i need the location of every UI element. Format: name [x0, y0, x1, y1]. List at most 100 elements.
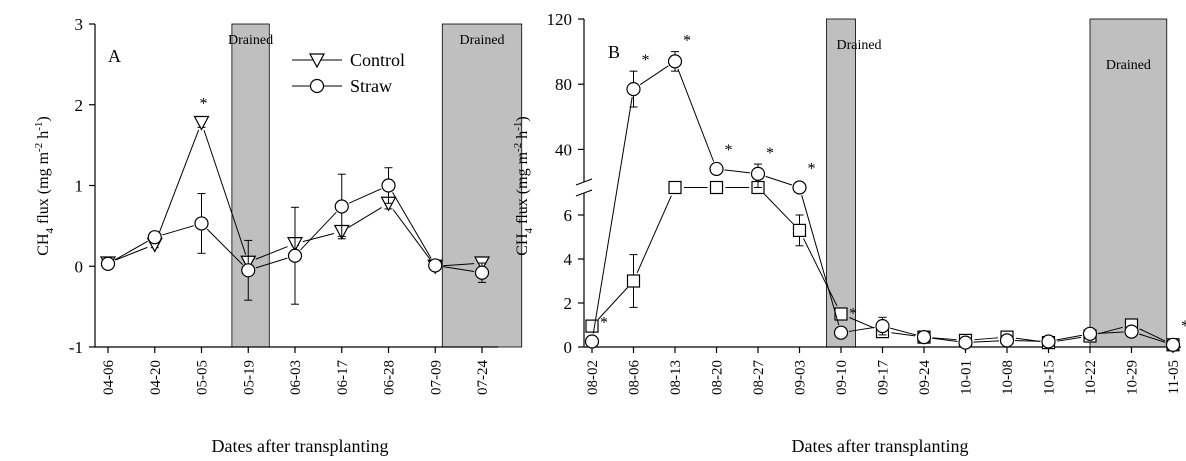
data-point — [750, 166, 766, 181]
series-line-segment — [1138, 333, 1166, 343]
series-line-segment — [765, 175, 793, 186]
x-tick-label: 08-20 — [710, 360, 726, 395]
significance-asterisk: * — [808, 161, 816, 178]
y-tick-label: 0 — [75, 257, 84, 276]
data-point — [428, 258, 443, 273]
data-point — [381, 178, 396, 193]
series-line-segment — [636, 195, 672, 273]
series-line-segment — [932, 337, 957, 341]
x-tick-label: 07-09 — [428, 360, 444, 395]
drained-band — [826, 18, 856, 348]
x-tick-label: 09-17 — [876, 360, 892, 395]
x-tick-label: 06-03 — [288, 360, 304, 395]
series-line-segment — [114, 240, 149, 261]
series-line-segment — [157, 129, 200, 238]
data-point — [194, 216, 209, 231]
x-tick-label: 11-05 — [1166, 360, 1182, 394]
series-line-segment — [162, 225, 194, 236]
data-point — [875, 319, 890, 334]
series-line-segment — [1139, 328, 1166, 342]
series-line-segment — [443, 266, 475, 272]
series-line-segment — [597, 287, 628, 320]
panel-b: Drained Drained 0 2 4 6 40 80 120 08-02 08-06 08-13… — [512, 10, 1186, 456]
x-tick-label: 06-17 — [335, 360, 351, 395]
series-line-segment — [801, 195, 840, 326]
data-point — [667, 54, 683, 69]
legend-marker — [309, 78, 325, 94]
y-tick-label: 2 — [75, 96, 84, 115]
drained-label: Drained — [836, 38, 881, 53]
series-line-segment — [677, 68, 715, 162]
significance-asterisk: * — [1181, 318, 1186, 335]
panel-a: Drained Drained -1 0 1 2 3 04-06 04-20 05-05 05-19… — [33, 15, 523, 456]
series-line-segment — [849, 317, 875, 329]
data-point — [474, 265, 490, 280]
panel-label: A — [108, 46, 121, 66]
x-tick-label: 05-19 — [241, 360, 257, 395]
data-point — [585, 319, 599, 333]
x-tick-label: 04-06 — [101, 360, 117, 395]
data-point — [999, 333, 1015, 348]
drained-label: Drained — [1106, 58, 1151, 73]
x-axis-label: Dates after transplanting — [792, 436, 969, 456]
series-line-segment — [931, 337, 958, 343]
series-line-segment — [639, 65, 669, 86]
significance-asterisk: * — [766, 145, 774, 162]
data-point — [916, 330, 932, 345]
significance-asterisk: * — [849, 306, 857, 323]
series-line-segment — [302, 233, 335, 243]
data-point — [584, 334, 600, 349]
data-point — [1082, 326, 1098, 341]
data-point — [626, 81, 641, 97]
x-tick-label: 08-27 — [751, 360, 767, 395]
data-point — [147, 230, 162, 245]
y-tick-label: 4 — [564, 250, 573, 269]
y-axis-label: CH4 flux (mg m-2 h-1) — [33, 116, 56, 255]
series-line-segment — [392, 209, 431, 261]
data-point — [709, 180, 724, 195]
series-line-segment — [300, 211, 337, 251]
drained-label: Drained — [228, 33, 273, 48]
x-tick-label: 10-15 — [1042, 360, 1058, 395]
data-point — [792, 180, 807, 195]
y-tick-label: 40 — [555, 140, 572, 159]
series-line-segment — [1056, 334, 1083, 341]
x-tick-label: 08-02 — [585, 360, 601, 395]
series-line-segment — [890, 327, 917, 336]
data-point — [709, 161, 724, 177]
axis-break-mark — [575, 189, 593, 197]
y-tick-label: 3 — [75, 15, 84, 34]
legend: Control Straw — [292, 50, 405, 96]
series-line-segment — [973, 340, 1000, 343]
x-tick-label: 09-24 — [917, 360, 933, 395]
series-line-segment — [803, 238, 838, 307]
significance-asterisk: * — [642, 52, 650, 69]
data-point — [1041, 334, 1056, 349]
legend-marker — [308, 53, 326, 69]
drained-band — [231, 23, 270, 348]
y-tick-label: -1 — [69, 338, 83, 357]
x-tick-label: 06-28 — [382, 360, 398, 395]
series-line-segment — [592, 96, 633, 334]
y-tick-label: 80 — [555, 75, 572, 94]
series-line-segment — [392, 192, 432, 259]
series-line-segment — [763, 193, 794, 225]
data-point — [1124, 324, 1139, 339]
y-tick-label: 6 — [564, 206, 573, 225]
data-point — [792, 223, 807, 237]
x-tick-label: 05-05 — [195, 360, 211, 395]
y-tick-label: 2 — [564, 294, 573, 313]
data-point — [100, 256, 116, 271]
series-line-segment — [206, 228, 243, 265]
x-tick-label: 07-24 — [475, 360, 491, 395]
x-tick-label: 09-10 — [834, 360, 850, 395]
data-point — [668, 180, 682, 195]
series-line-segment — [1057, 336, 1082, 342]
drained-label: Drained — [459, 33, 504, 48]
significance-asterisk: * — [600, 315, 608, 332]
data-point — [626, 274, 641, 288]
series-line-segment — [848, 326, 875, 332]
x-tick-label: 10-29 — [1125, 360, 1141, 395]
x-tick-label: 10-08 — [1000, 360, 1016, 395]
